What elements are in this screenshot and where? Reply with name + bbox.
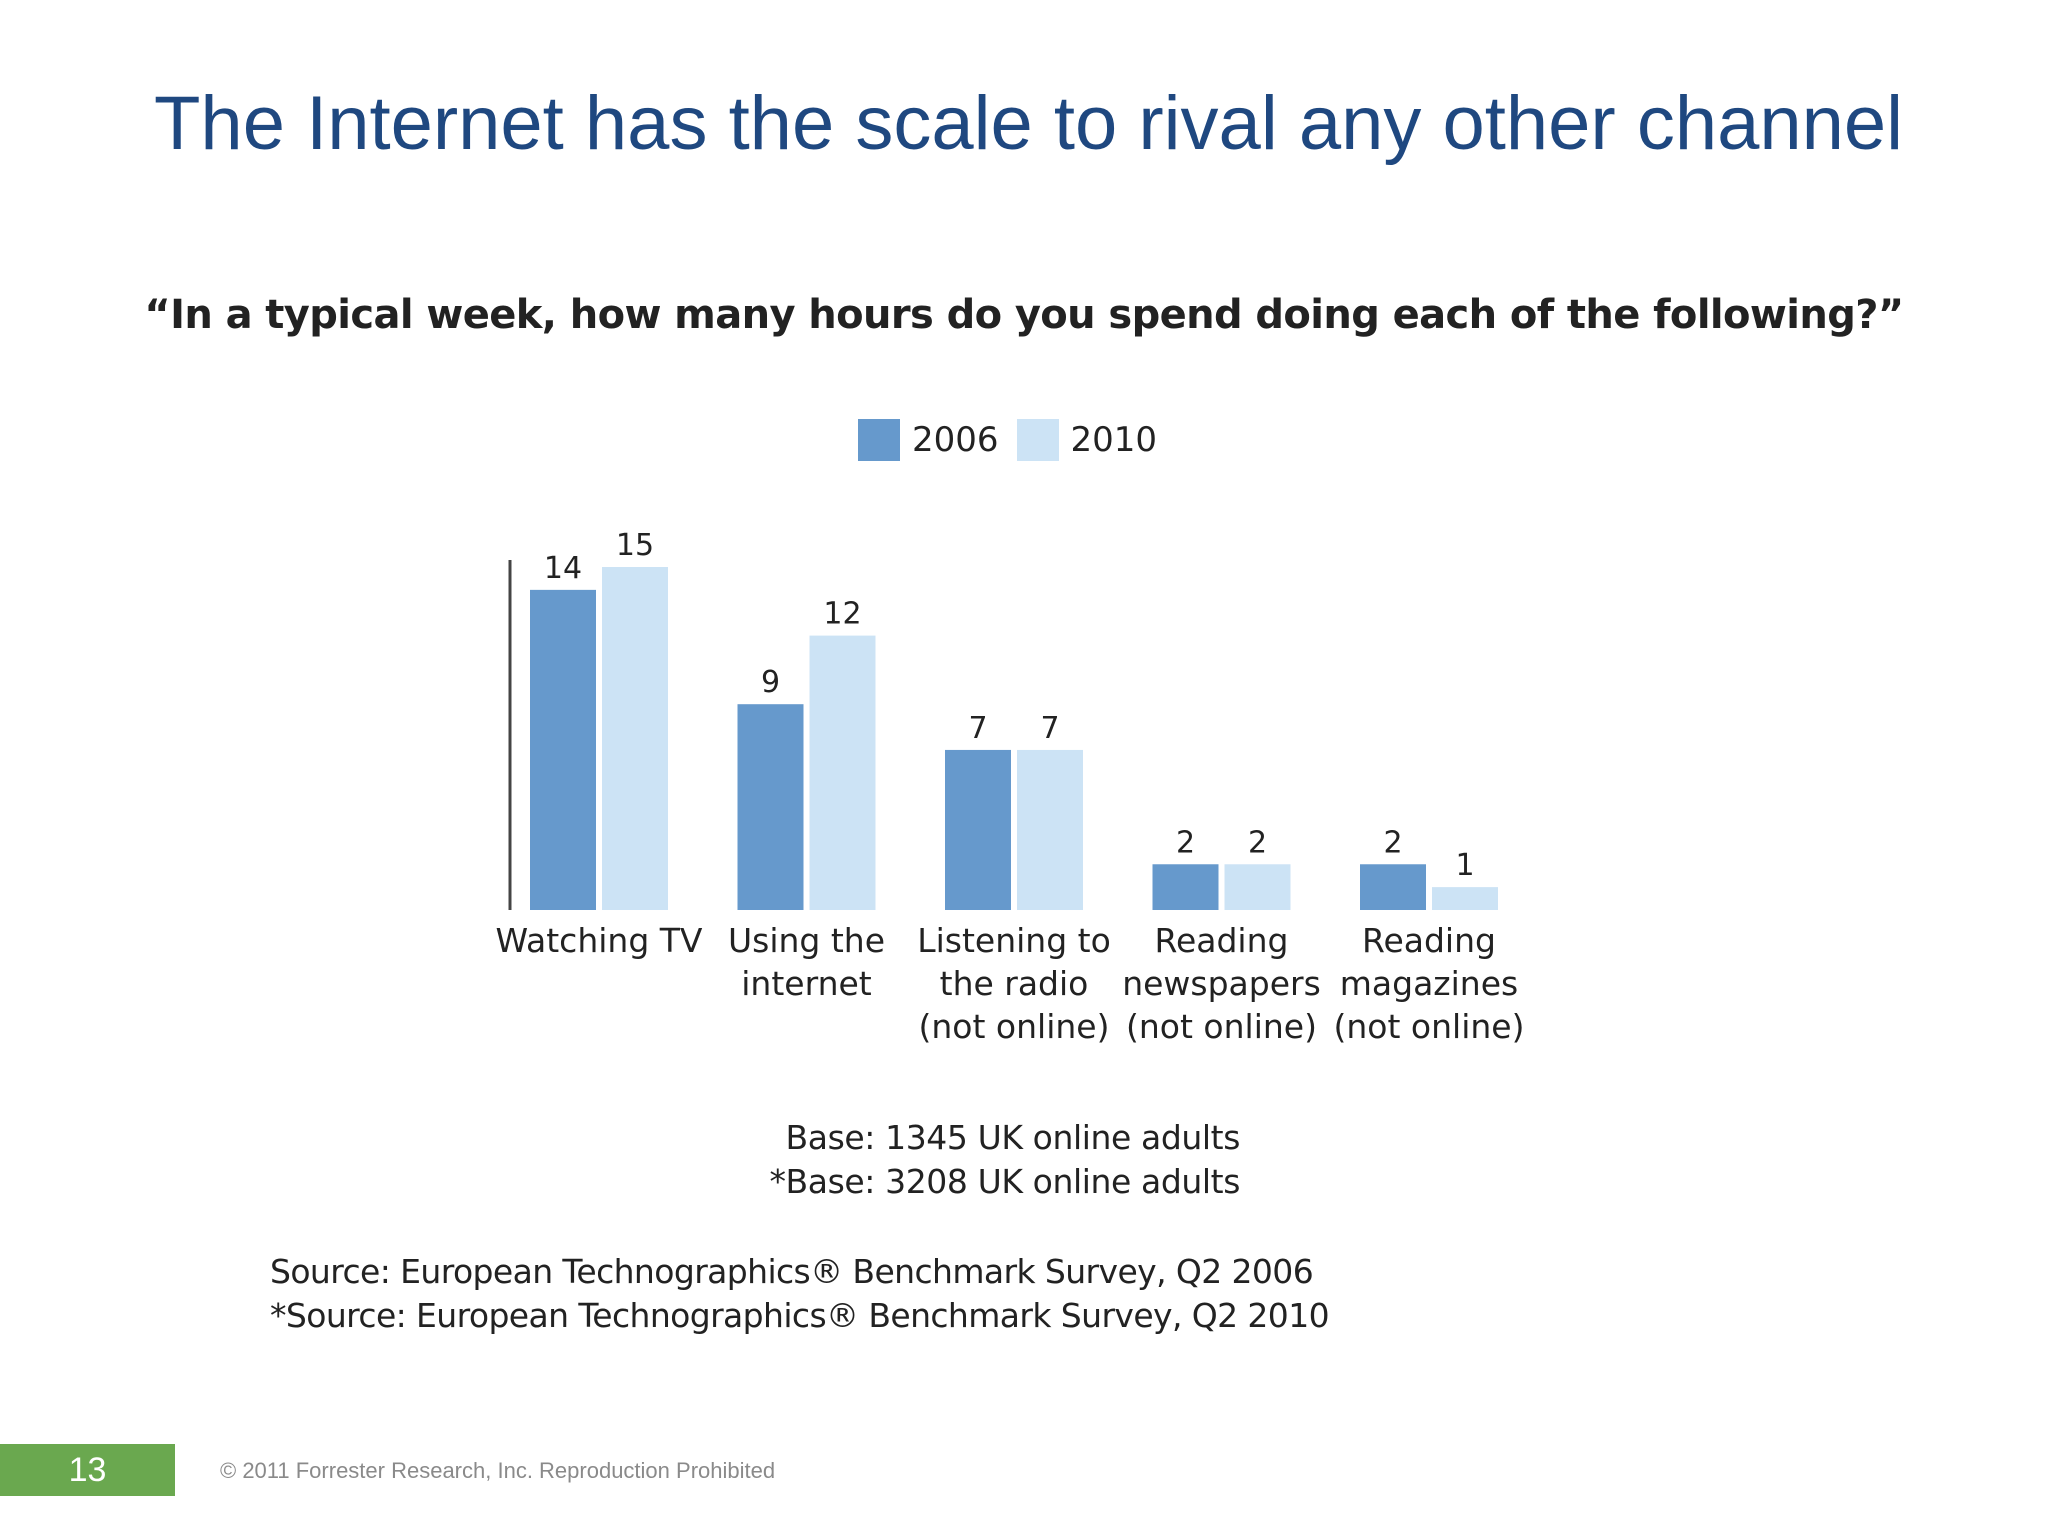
data-label-2010-2: 7	[1040, 711, 1059, 746]
data-label-2006-3: 2	[1176, 825, 1195, 860]
data-label-2010-0: 15	[616, 528, 654, 563]
legend-entry-2010: 2010	[1016, 419, 1158, 461]
category-label-2-2: (not online)	[919, 1007, 1110, 1046]
bar-2006-0	[530, 589, 596, 910]
category-label-1-1: internet	[741, 964, 872, 1003]
bar-2006-1	[737, 704, 804, 910]
source-note-2010: *Source: European Technographics® Benchm…	[270, 1296, 1330, 1335]
legend-swatch-2006	[858, 419, 900, 461]
bar-2006-4	[1360, 864, 1426, 910]
category-label-3-2: (not online)	[1126, 1007, 1317, 1046]
category-label-2-1: the radio	[940, 964, 1089, 1003]
copyright-notice: © 2011 Forrester Research, Inc. Reproduc…	[220, 1458, 776, 1483]
bar-2010-0	[602, 567, 668, 910]
category-label-1-0: Using the	[728, 921, 885, 960]
data-label-2006-0: 14	[544, 551, 582, 586]
bar-2010-3	[1224, 864, 1291, 910]
bar-2006-3	[1152, 864, 1219, 910]
category-label-4-0: Reading	[1362, 921, 1496, 960]
category-label-4-1: magazines	[1340, 964, 1518, 1003]
page-number: 13	[68, 1451, 107, 1489]
data-label-2010-4: 1	[1455, 848, 1474, 883]
category-label-3-1: newspapers	[1122, 964, 1321, 1003]
legend-swatch-2010	[1016, 419, 1059, 461]
base-note-2010: *Base: 3208 UK online adults	[769, 1162, 1240, 1201]
footer-bar	[0, 1444, 175, 1496]
base-notes: Base: 1345 UK online adults *Base: 3208 …	[740, 1116, 1240, 1204]
category-label-0-0: Watching TV	[496, 921, 703, 960]
category-label-2-0: Listening to	[917, 921, 1111, 960]
category-label-3-0: Reading	[1155, 921, 1289, 960]
data-label-2006-4: 2	[1383, 825, 1402, 860]
bar-2006-2	[945, 749, 1011, 910]
chart-legend: 2006 2010	[858, 418, 1175, 462]
data-label-2006-2: 7	[968, 711, 987, 746]
bar-2010-1	[809, 635, 876, 910]
source-notes: Source: European Technographics® Benchma…	[270, 1250, 1330, 1338]
data-label-2010-3: 2	[1248, 825, 1267, 860]
slide-title: The Internet has the scale to rival any …	[154, 81, 1904, 166]
base-note-2006: Base: 1345 UK online adults	[785, 1118, 1241, 1157]
legend-entry-2006: 2006	[858, 419, 999, 461]
bar-2010-4	[1432, 887, 1498, 910]
source-note-2006: Source: European Technographics® Benchma…	[270, 1252, 1314, 1291]
bar-2010-2	[1017, 749, 1083, 910]
data-label-2010-1: 12	[823, 597, 861, 632]
data-label-2006-1: 9	[761, 665, 780, 700]
legend-label-2006: 2006	[912, 420, 999, 460]
chart-title: “In a typical week, how many hours do yo…	[144, 292, 1904, 338]
category-label-4-2: (not online)	[1334, 1007, 1525, 1046]
legend-label-2010: 2010	[1070, 420, 1158, 460]
